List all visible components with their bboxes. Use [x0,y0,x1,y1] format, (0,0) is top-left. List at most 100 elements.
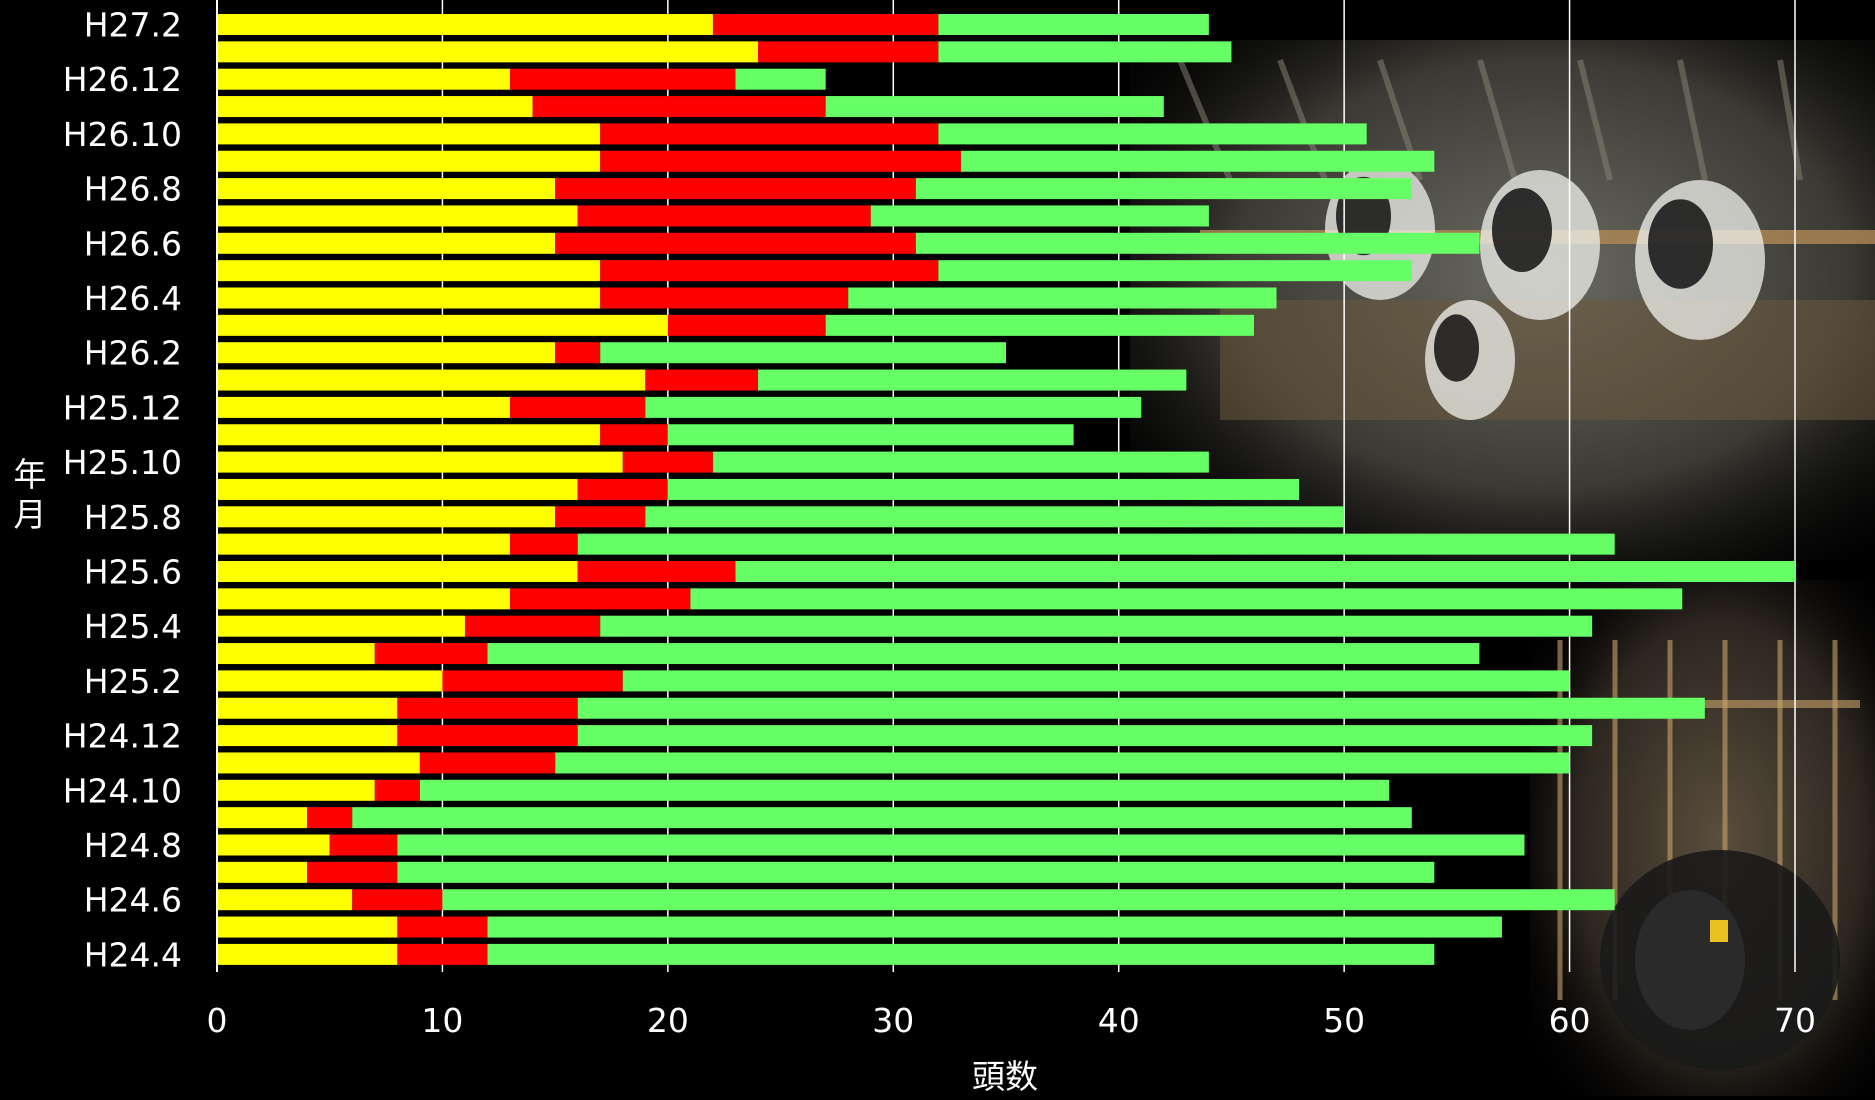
bar-segment-green [825,314,1254,336]
bar-segment-yellow [217,533,511,555]
bar-row [217,943,1435,965]
y-tick-label: H26.2 [84,334,182,373]
bar-segment-green [938,260,1412,282]
y-tick-label: H25.10 [63,443,182,482]
bar-row [217,68,826,90]
bar-segment-red [510,588,691,610]
bar-row [217,205,1209,227]
bar-segment-red [397,943,488,965]
bar-segment-yellow [217,943,398,965]
bar-segment-yellow [217,697,398,719]
bar-segment-yellow [217,369,646,391]
bar-row [217,451,1209,473]
x-tick-label: 30 [872,1001,914,1040]
bar-segment-green [577,725,1593,747]
bar-segment-red [577,205,871,227]
bar-row [217,232,1480,254]
y-tick-label: H24.12 [63,717,182,756]
bar-row [217,424,1074,446]
bar-segment-green [667,478,1300,500]
bar-segment-green [915,178,1412,200]
bar-row [217,41,1232,63]
bar-row [217,123,1367,145]
bar-segment-red [397,916,488,938]
bar-segment-yellow [217,41,759,63]
bar-segment-red [645,369,759,391]
y-tick-label: H24.6 [84,881,182,920]
bar-segment-yellow [217,205,578,227]
bar-segment-green [397,834,1525,856]
bar-row [217,861,1435,883]
bar-segment-green [825,96,1164,118]
bar-segment-yellow [217,150,601,172]
bar-segment-yellow [217,834,330,856]
bar-segment-red [374,643,488,665]
bar-segment-yellow [217,178,556,200]
y-tick-label: H24.8 [84,826,182,865]
bar-row [217,14,1209,35]
bar-segment-red [600,150,961,172]
y-tick-label: H24.10 [63,771,182,810]
bar-segment-green [352,807,1412,829]
bar-segment-red [307,807,353,829]
x-tick-label: 20 [647,1001,689,1040]
y-tick-label: H27.2 [84,6,182,45]
bar-row [217,643,1480,665]
bar-segment-red [307,861,398,883]
bar-segment-red [510,533,578,555]
bar-segment-yellow [217,643,375,665]
bar-segment-yellow [217,96,533,118]
bar-segment-green [938,41,1232,63]
bar-segment-yellow [217,478,578,500]
bar-segment-yellow [217,232,556,254]
bar-segment-yellow [217,396,511,418]
bar-segment-red [667,314,826,336]
bar-row [217,588,1683,610]
bar-segment-green [577,697,1705,719]
axis-layer: H27.2 H26.12 H26.10 H26.8 H26.6 H26.4 H26.2 H25… [14,0,1816,1096]
bar-segment-red [329,834,398,856]
y-axis-label: 年 [14,455,47,494]
bar-row [217,725,1593,747]
bar-row [217,342,1006,364]
x-tick-label: 60 [1549,1001,1591,1040]
bar-segment-green [735,561,1795,582]
bar-segment-red [374,779,420,801]
bar-segment-red [464,615,601,637]
bar-segment-red [622,451,713,473]
bar-segment-yellow [217,779,375,801]
bar-row [217,178,1412,200]
bar-row [217,506,1345,528]
bar-row [217,916,1502,938]
bar-row [217,314,1254,336]
x-tick-label: 10 [421,1001,463,1040]
bar-row [217,779,1390,801]
bar-segment-green [487,916,1502,938]
bar-row [217,889,1615,911]
bar-segment-red [758,41,939,63]
x-tick-label: 70 [1774,1001,1816,1040]
bar-row [217,533,1615,555]
y-tick-label: H25.8 [84,498,182,537]
bar-segment-green [645,396,1142,418]
bar-segment-red [555,232,916,254]
bar-segment-red [510,68,736,90]
x-tick-label: 0 [207,1001,228,1040]
calf-pens-photo [1530,580,1875,1096]
bar-segment-yellow [217,424,601,446]
bar-segment-yellow [217,14,713,35]
bar-row [217,697,1705,719]
bar-segment-red [600,424,668,446]
bar-segment-green [600,615,1593,637]
bar-segment-red [510,396,646,418]
x-axis-label: 頭数 [972,1057,1038,1096]
bar-segment-green [419,779,1390,801]
bar-segment-red [600,260,939,282]
bar-segment-green [487,643,1480,665]
y-tick-label: H26.12 [63,60,182,99]
bar-segment-yellow [217,287,601,309]
bar-segment-yellow [217,588,511,610]
bar-segment-yellow [217,889,353,911]
bar-segment-red [419,752,556,774]
